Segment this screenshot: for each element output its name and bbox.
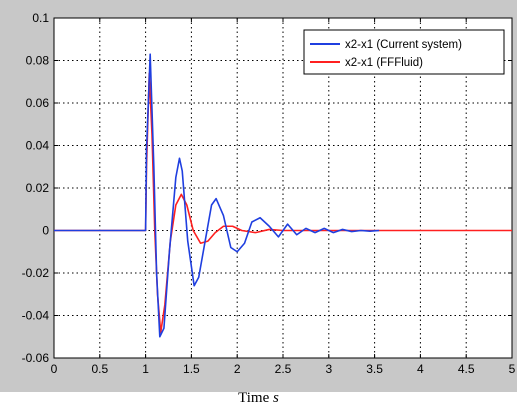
x-tick-label: 4 [417,362,424,376]
x-axis-label-unit: s [273,390,279,406]
x-tick-label: 0 [51,362,58,376]
y-tick-label: 0.08 [26,54,50,68]
plot-area [53,17,513,359]
x-axis-label-text: Time [238,390,270,406]
x-axis-label: Time s [0,390,517,407]
axis-ticks: 0 0.5 1 1.5 2 2.5 3 3.5 4 4.5 5 -0.06 -0.04 -0.02 0 0.0… [22,11,516,376]
x-tick-label: 4.5 [458,362,475,376]
x-tick-label: 3 [325,362,332,376]
x-tick-label: 2.5 [275,362,292,376]
series-lines [54,53,512,338]
x-tick-label: 2 [234,362,241,376]
legend-box [303,29,505,75]
series-line-current-system [54,53,380,338]
y-tick-label: -0.02 [22,266,50,280]
x-tick-label: 1.5 [183,362,200,376]
legend-label-ffluid: x2-x1 (FFFluid) [345,57,423,69]
y-tick-label: 0.1 [32,11,49,25]
y-tick-label: 0.06 [26,96,50,110]
x-tick-label: 1 [142,362,149,376]
legend: x2-x1 (Current system) x2-x1 (FFFluid) [303,29,505,75]
line-chart: 0 0.5 1 1.5 2 2.5 3 3.5 4 4.5 5 -0.06 -0.04 -0.02 0 0.0… [22,11,516,376]
legend-label-current: x2-x1 (Current system) [345,39,462,51]
y-tick-label: -0.04 [22,309,50,323]
x-tick-label: 3.5 [366,362,383,376]
chart-frame: 0 0.5 1 1.5 2 2.5 3 3.5 4 4.5 5 -0.06 -0.04 -0.02 0 0.0… [0,0,517,392]
x-tick-label: 0.5 [91,362,108,376]
x-tick-label: 5 [509,362,516,376]
y-tick-label: 0 [42,224,49,238]
y-tick-label: 0.04 [26,139,50,153]
y-tick-label: -0.06 [22,351,50,365]
y-tick-label: 0.02 [26,181,50,195]
